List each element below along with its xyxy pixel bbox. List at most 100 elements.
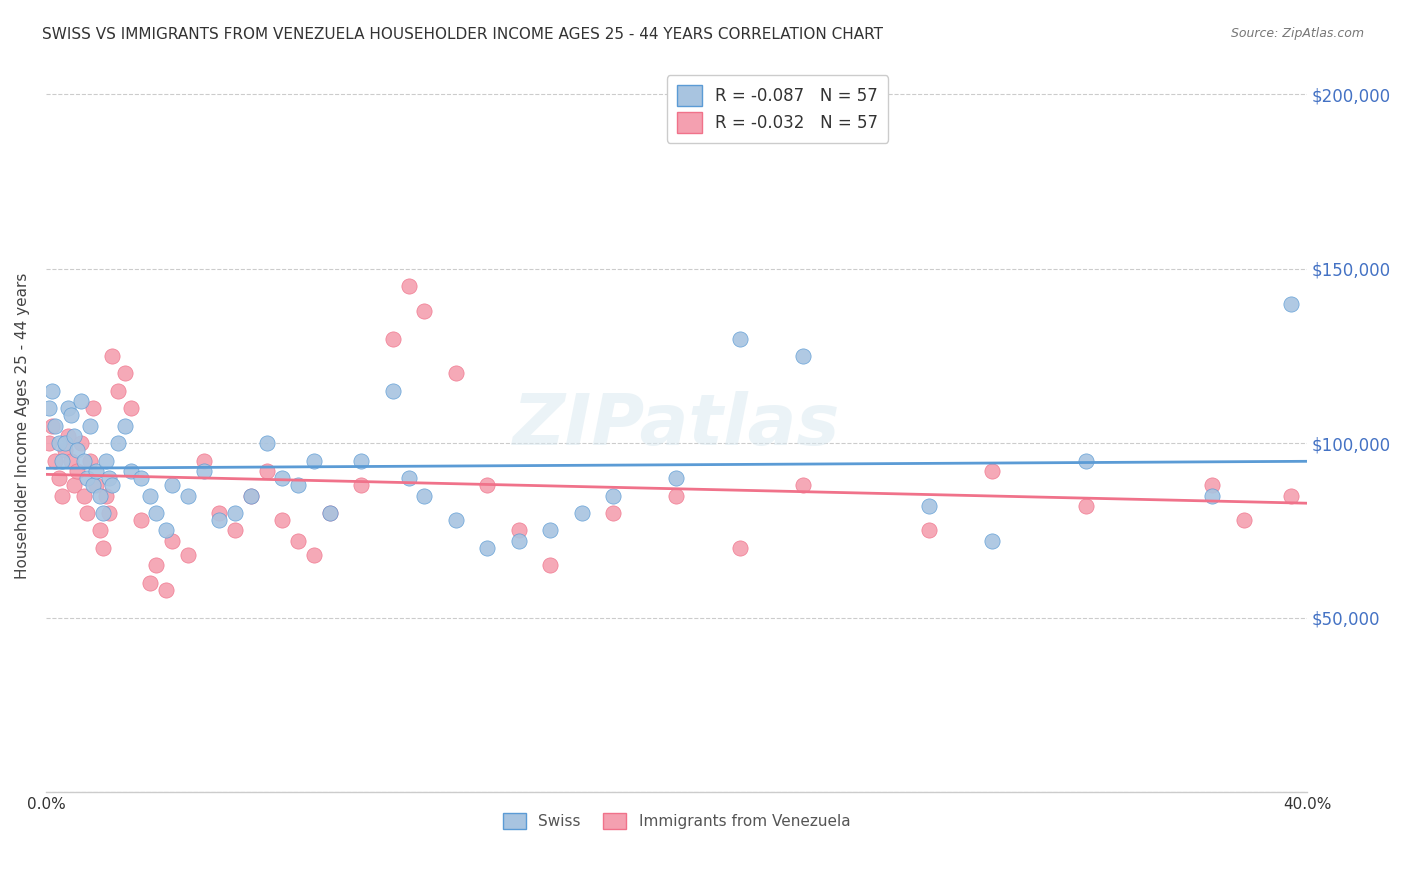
Point — [86, 478, 108, 492]
Point — [538, 558, 561, 573]
Point — [120, 401, 142, 416]
Point — [98, 471, 121, 485]
Point — [918, 524, 941, 538]
Point — [728, 332, 751, 346]
Point — [444, 513, 467, 527]
Point — [41, 384, 63, 398]
Point — [302, 548, 325, 562]
Point — [53, 436, 76, 450]
Point — [224, 524, 246, 538]
Point — [193, 464, 215, 478]
Point — [413, 489, 436, 503]
Point — [381, 384, 404, 398]
Point — [477, 541, 499, 555]
Point — [79, 453, 101, 467]
Point — [665, 471, 688, 485]
Point — [508, 533, 530, 548]
Point — [60, 453, 83, 467]
Point — [177, 489, 200, 503]
Point — [63, 429, 86, 443]
Point — [160, 478, 183, 492]
Point — [89, 489, 111, 503]
Point — [79, 418, 101, 433]
Point — [728, 541, 751, 555]
Point — [1076, 499, 1098, 513]
Point — [94, 489, 117, 503]
Point — [287, 533, 309, 548]
Point — [120, 464, 142, 478]
Point — [91, 506, 114, 520]
Point — [792, 478, 814, 492]
Point — [101, 349, 124, 363]
Point — [76, 506, 98, 520]
Point — [44, 453, 66, 467]
Point — [602, 506, 624, 520]
Point — [69, 436, 91, 450]
Point — [38, 401, 60, 416]
Point — [145, 506, 167, 520]
Point — [1233, 513, 1256, 527]
Point — [76, 471, 98, 485]
Point — [918, 499, 941, 513]
Point — [145, 558, 167, 573]
Point — [239, 489, 262, 503]
Point — [287, 478, 309, 492]
Point — [107, 436, 129, 450]
Legend: Swiss, Immigrants from Venezuela: Swiss, Immigrants from Venezuela — [496, 807, 856, 836]
Point — [980, 464, 1002, 478]
Point — [160, 533, 183, 548]
Point — [477, 478, 499, 492]
Point — [107, 384, 129, 398]
Point — [1201, 478, 1223, 492]
Point — [256, 436, 278, 450]
Point — [193, 453, 215, 467]
Point — [602, 489, 624, 503]
Point — [94, 453, 117, 467]
Point — [239, 489, 262, 503]
Point — [381, 332, 404, 346]
Point — [208, 513, 231, 527]
Point — [538, 524, 561, 538]
Point — [271, 513, 294, 527]
Point — [256, 464, 278, 478]
Point — [41, 418, 63, 433]
Point — [82, 478, 104, 492]
Point — [73, 489, 96, 503]
Point — [114, 418, 136, 433]
Point — [444, 367, 467, 381]
Point — [665, 489, 688, 503]
Point — [129, 513, 152, 527]
Point — [69, 394, 91, 409]
Point — [101, 478, 124, 492]
Point — [980, 533, 1002, 548]
Point — [302, 453, 325, 467]
Point — [398, 471, 420, 485]
Point — [1076, 453, 1098, 467]
Point — [571, 506, 593, 520]
Point — [38, 436, 60, 450]
Point — [350, 478, 373, 492]
Point — [60, 409, 83, 423]
Point — [1279, 296, 1302, 310]
Point — [1201, 489, 1223, 503]
Point — [82, 401, 104, 416]
Point — [73, 453, 96, 467]
Point — [139, 489, 162, 503]
Point — [51, 489, 73, 503]
Point — [66, 464, 89, 478]
Point — [792, 349, 814, 363]
Text: Source: ZipAtlas.com: Source: ZipAtlas.com — [1230, 27, 1364, 40]
Point — [139, 575, 162, 590]
Text: ZIPatlas: ZIPatlas — [513, 392, 841, 460]
Point — [66, 443, 89, 458]
Point — [48, 436, 70, 450]
Point — [224, 506, 246, 520]
Point — [318, 506, 340, 520]
Point — [89, 524, 111, 538]
Point — [48, 471, 70, 485]
Point — [208, 506, 231, 520]
Point — [271, 471, 294, 485]
Point — [114, 367, 136, 381]
Point — [56, 429, 79, 443]
Point — [91, 541, 114, 555]
